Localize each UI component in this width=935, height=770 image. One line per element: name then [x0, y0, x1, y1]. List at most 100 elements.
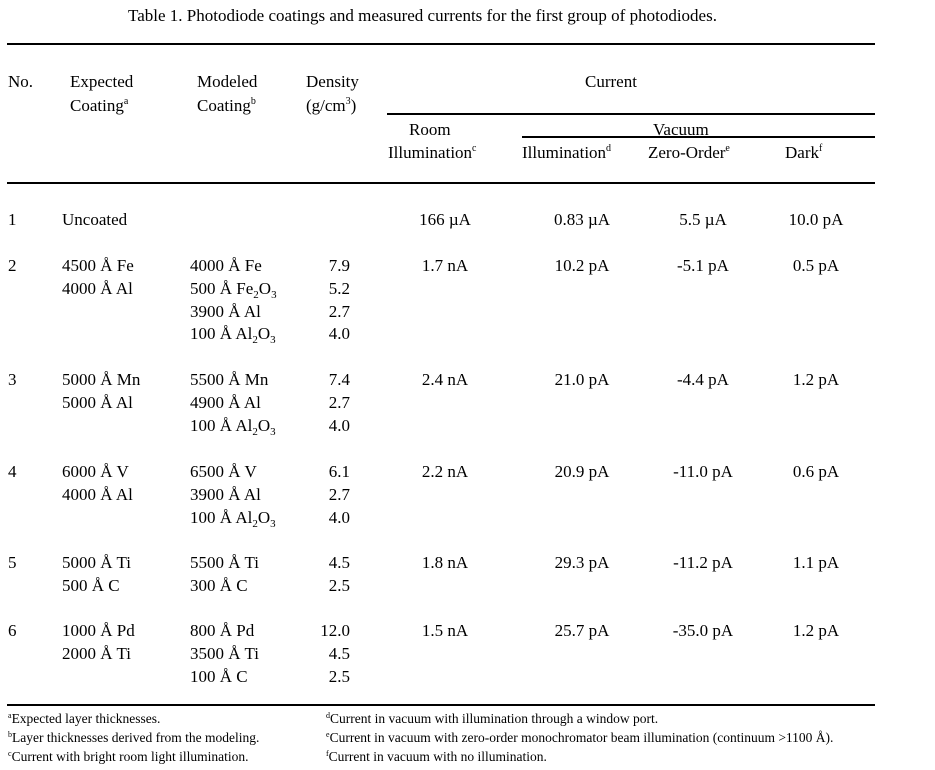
cell-zero-order: -4.4 pA — [677, 370, 729, 389]
cell-density: 12.0 — [320, 621, 350, 640]
cell-expected-coating: 500 Å C — [62, 575, 120, 595]
cell-density: 5.2 — [328, 278, 350, 298]
header-room-line2: Illuminationc — [388, 143, 477, 162]
cell-expected-coating: 4000 Å Al — [62, 484, 133, 504]
cell-modeled-coating: 800 Å Pd — [190, 622, 254, 639]
cell-no: 5 — [8, 553, 17, 572]
modeled-subscript: 3 — [270, 517, 276, 530]
cell-density: 2.7 — [328, 301, 350, 321]
footnote-a: aExpected layer thicknesses. — [8, 711, 161, 726]
cell-expected-coating: 4000 Å Al — [62, 278, 133, 298]
cell-room-illumination: 1.5 nA — [421, 621, 469, 640]
cell-room-illumination: 2.4 nA — [421, 370, 469, 389]
table-bottom-rule — [7, 704, 875, 706]
cell-vacuum-illumination: 29.3 pA — [554, 553, 610, 572]
cell-modeled-coating: 3900 Å Al — [190, 303, 261, 320]
cell-modeled-coating: 100 Å Al2O3 — [190, 324, 276, 346]
header-no: No. — [8, 72, 34, 91]
cell-modeled-coating: 100 Å Al2O3 — [190, 507, 276, 530]
modeled-text: 800 Å Pd — [190, 621, 255, 640]
modeled-text: 6500 Å V — [190, 462, 257, 481]
cell-dark: 1.1 pA — [792, 553, 840, 572]
header-vacuum: Vacuum — [653, 120, 709, 139]
cell-density: 7.4 — [328, 370, 350, 389]
modeled-text: 100 Å Al — [190, 415, 253, 435]
cell-no: 6 — [8, 621, 17, 640]
modeled-subscript: 2 — [253, 288, 259, 301]
modeled-text: 100 Å C — [190, 666, 248, 686]
cell-density: 2.5 — [328, 666, 350, 686]
header-bottom-rule — [7, 182, 875, 184]
cell-dark: 0.5 pA — [792, 256, 840, 275]
cell-density: 2.7 — [328, 484, 350, 504]
header-density: Density — [306, 72, 359, 91]
cell-modeled-coating: 4900 Å Al — [190, 394, 261, 411]
cell-vacuum-illumination: 0.83 µA — [553, 210, 611, 229]
modeled-text: 500 Å Fe — [190, 278, 254, 298]
cell-modeled-coating: 6500 Å V — [190, 463, 257, 480]
cell-vacuum-illumination: 20.9 pA — [554, 462, 610, 481]
cell-zero-order: -11.2 pA — [673, 553, 733, 572]
cell-modeled-coating: 100 Å C — [190, 668, 248, 685]
modeled-text: 4000 Å Fe — [190, 256, 262, 275]
current-rule — [387, 113, 875, 115]
modeled-subscript: 2 — [252, 517, 258, 530]
cell-dark: 0.6 pA — [792, 462, 840, 481]
modeled-text: 4900 Å Al — [190, 392, 261, 412]
cell-vacuum-illumination: 21.0 pA — [554, 370, 610, 389]
cell-zero-order: 5.5 µA — [679, 210, 727, 229]
cell-no: 3 — [8, 370, 17, 389]
cell-dark: 1.2 pA — [792, 621, 840, 640]
header-room: Room — [409, 120, 451, 139]
footnote-e: eCurrent in vacuum with zero-order monoc… — [326, 730, 834, 745]
cell-modeled-coating: 4000 Å Fe — [190, 257, 262, 274]
cell-room-illumination: 2.2 nA — [421, 462, 469, 481]
modeled-text: O — [257, 507, 271, 527]
modeled-subscript: 3 — [270, 334, 276, 347]
header-current: Current — [585, 72, 637, 91]
modeled-subscript: 3 — [271, 288, 277, 301]
cell-room-illumination: 1.7 nA — [421, 256, 469, 275]
cell-expected-coating: 5000 Å Ti — [62, 553, 131, 572]
cell-vacuum-illumination: 25.7 pA — [554, 621, 610, 640]
cell-modeled-coating: 300 Å C — [190, 577, 248, 594]
cell-expected-coating: 2000 Å Ti — [62, 643, 131, 663]
table-title: Table 1. Photodiode coatings and measure… — [128, 6, 717, 25]
cell-no: 2 — [8, 256, 17, 275]
modeled-subscript: 2 — [252, 425, 258, 438]
footnote-f: fCurrent in vacuum with no illumination. — [326, 749, 547, 764]
modeled-text: 3900 Å Al — [190, 301, 261, 321]
cell-expected-coating: 1000 Å Pd — [62, 621, 135, 640]
header-modeled: Modeled — [197, 72, 258, 91]
modeled-text: 100 Å Al — [190, 324, 253, 344]
cell-expected-coating: 6000 Å V — [62, 462, 129, 481]
cell-density: 4.0 — [328, 507, 350, 527]
top-rule — [7, 43, 875, 45]
cell-density: 4.5 — [328, 643, 350, 663]
cell-density: 4.0 — [328, 324, 350, 344]
cell-zero-order: -35.0 pA — [672, 621, 734, 640]
vacuum-rule — [522, 136, 875, 138]
cell-density: 2.7 — [328, 392, 350, 412]
footnote-c: cCurrent with bright room light illumina… — [8, 749, 249, 764]
modeled-text: O — [258, 278, 272, 298]
cell-zero-order: -5.1 pA — [677, 256, 729, 275]
modeled-text: 5500 Å Mn — [190, 370, 269, 389]
cell-modeled-coating: 500 Å Fe2O3 — [190, 278, 277, 301]
cell-dark: 10.0 pA — [788, 210, 844, 229]
cell-density: 4.5 — [328, 553, 350, 572]
cell-modeled-coating: 3500 Å Ti — [190, 645, 259, 662]
cell-expected-coating: 5000 Å Al — [62, 392, 133, 412]
cell-modeled-coating: 5500 Å Ti — [190, 554, 259, 571]
modeled-text: O — [257, 415, 271, 435]
footnote-d: dCurrent in vacuum with illumination thr… — [326, 711, 659, 726]
modeled-subscript: 2 — [252, 334, 258, 347]
modeled-text: 3500 Å Ti — [190, 643, 259, 663]
header-zero-order: Zero-Ordere — [648, 143, 730, 162]
cell-modeled-coating: 5500 Å Mn — [190, 371, 268, 388]
cell-density: 4.0 — [328, 415, 350, 435]
footnote-b: bLayer thicknesses derived from the mode… — [8, 730, 260, 745]
header-density-unit: (g/cm3) — [306, 96, 357, 115]
header-expected-line2: Coatinga — [70, 96, 129, 115]
modeled-subscript: 3 — [270, 425, 276, 438]
